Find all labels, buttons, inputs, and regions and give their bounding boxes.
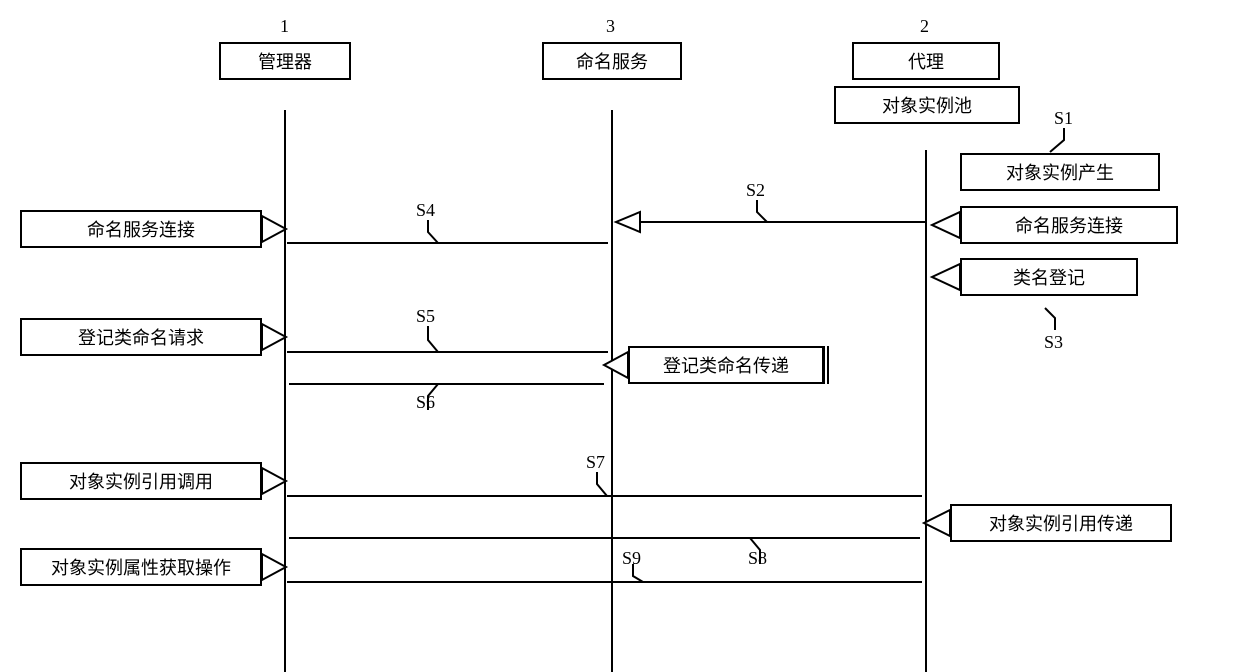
right-box-ref-pass: 对象实例引用传递 <box>950 504 1172 542</box>
lane-number-manager: 1 <box>280 16 289 37</box>
label-s3: S3 <box>1044 332 1063 353</box>
label-s1: S1 <box>1054 108 1073 129</box>
lane-header-agent: 代理 <box>852 42 1000 80</box>
right-box-s1: 对象实例产生 <box>960 153 1160 191</box>
left-box-attr-op: 对象实例属性获取操作 <box>20 548 262 586</box>
lane-header-naming: 命名服务 <box>542 42 682 80</box>
label-s6: S6 <box>416 392 435 413</box>
mid-box-register-pass: 登记类命名传递 <box>628 346 824 384</box>
right-box-s3: 类名登记 <box>960 258 1138 296</box>
label-s5: S5 <box>416 306 435 327</box>
lane-number-naming: 3 <box>606 16 615 37</box>
left-box-connect: 命名服务连接 <box>20 210 262 248</box>
left-box-register-req: 登记类命名请求 <box>20 318 262 356</box>
left-box-ref-call: 对象实例引用调用 <box>20 462 262 500</box>
lane-header-manager: 管理器 <box>219 42 351 80</box>
agent-pool-box: 对象实例池 <box>834 86 1020 124</box>
label-s2: S2 <box>746 180 765 201</box>
right-box-s2: 命名服务连接 <box>960 206 1178 244</box>
sequence-diagram: 1 3 2 管理器 命名服务 代理 对象实例池 对象实例产生 命名服务连接 类名… <box>0 0 1240 672</box>
label-s4: S4 <box>416 200 435 221</box>
label-s8: S8 <box>748 548 767 569</box>
label-s9: S9 <box>622 548 641 569</box>
lane-number-agent: 2 <box>920 16 929 37</box>
label-s7: S7 <box>586 452 605 473</box>
